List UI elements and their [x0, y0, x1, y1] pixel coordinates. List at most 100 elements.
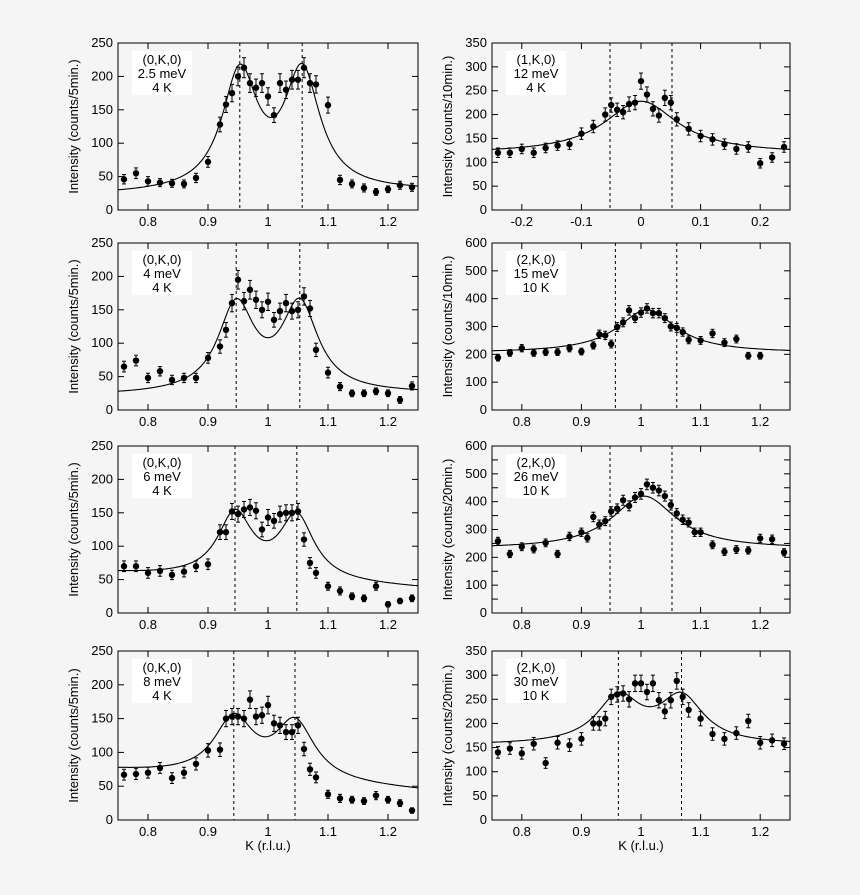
data-point	[709, 330, 716, 337]
y-axis-label: Intensity (counts/10min.)	[440, 56, 455, 198]
data-point	[234, 510, 242, 518]
data-point	[384, 796, 392, 803]
y-tick-label: 100	[465, 374, 487, 389]
annotation-box	[506, 51, 566, 95]
data-point	[300, 745, 308, 753]
data-point	[625, 502, 633, 510]
data-point	[144, 569, 152, 577]
data-point	[246, 286, 254, 293]
y-tick-label: 150	[465, 740, 487, 755]
data-point	[542, 539, 549, 547]
data-point	[216, 343, 224, 350]
data-point	[643, 91, 651, 98]
y-tick-label: 250	[91, 35, 113, 50]
data-point	[234, 73, 242, 80]
x-tick-label: 0.9	[199, 824, 217, 839]
data-point	[721, 548, 728, 555]
data-point	[631, 99, 639, 106]
data-point	[348, 180, 356, 188]
y-tick-label: 250	[91, 235, 113, 250]
data-point	[144, 178, 152, 185]
data-point	[264, 93, 272, 100]
data-point	[780, 740, 788, 747]
data-point	[408, 807, 416, 814]
annotation-line: (0,K,0)	[142, 455, 181, 470]
y-tick-label: 200	[465, 346, 487, 361]
data-point	[494, 749, 502, 756]
x-tick-label: 0.8	[139, 214, 157, 229]
y-tick-label: 200	[465, 107, 487, 122]
data-point	[745, 717, 752, 725]
x-tick-label: 0.9	[199, 617, 217, 632]
fit-curve	[117, 297, 419, 392]
annotation-line: (2,K,0)	[516, 455, 555, 470]
data-point	[276, 79, 284, 87]
fit-curve	[491, 691, 791, 743]
data-point	[192, 563, 200, 570]
data-point	[578, 130, 585, 137]
y-tick-label: 600	[465, 438, 487, 453]
x-tick-label: 0	[637, 214, 644, 229]
data-point	[360, 797, 368, 805]
x-tick-label: 0.9	[199, 414, 217, 429]
data-point	[596, 331, 603, 338]
data-point	[661, 94, 669, 102]
y-tick-label: 50	[99, 369, 113, 384]
annotation-box	[132, 251, 192, 295]
data-point	[306, 766, 314, 773]
data-point	[156, 567, 164, 575]
data-point	[613, 691, 621, 698]
data-point	[228, 299, 236, 307]
x-tick-label: 1.2	[751, 824, 769, 839]
x-tick-label: 1.2	[379, 214, 397, 229]
data-point	[246, 504, 254, 511]
data-point	[294, 306, 302, 313]
data-point	[566, 345, 573, 352]
data-point	[631, 494, 639, 501]
data-point	[258, 526, 266, 533]
y-tick-label: 200	[465, 549, 487, 564]
x-axis-label: K (r.l.u.)	[618, 838, 664, 853]
y-tick-label: 200	[465, 715, 487, 730]
data-point	[530, 349, 537, 357]
x-tick-label: 1.2	[751, 414, 769, 429]
data-point	[733, 546, 740, 553]
data-point	[566, 533, 573, 540]
data-point	[757, 739, 764, 746]
data-point	[530, 545, 537, 553]
data-point	[372, 792, 380, 799]
x-tick-label: 1	[637, 414, 644, 429]
annotation-line: 4 K	[152, 688, 172, 703]
data-point	[288, 76, 296, 83]
data-point	[685, 706, 692, 714]
data-point	[276, 510, 284, 518]
data-point	[168, 376, 176, 384]
data-point	[348, 796, 356, 803]
x-tick-label: 1	[264, 824, 271, 839]
data-point	[554, 348, 561, 356]
data-point	[282, 299, 290, 307]
x-tick-label: 0.8	[513, 414, 531, 429]
data-point	[667, 501, 674, 509]
annotation-line: (1,K,0)	[516, 52, 555, 67]
data-point	[384, 186, 392, 193]
data-point	[228, 508, 236, 515]
annotation-box	[132, 454, 192, 498]
data-point	[294, 722, 302, 729]
data-point	[619, 108, 627, 116]
data-point	[240, 506, 248, 513]
data-point	[324, 369, 332, 376]
y-tick-label: 200	[91, 471, 113, 486]
data-point	[619, 690, 627, 697]
annotation-line: 30 meV	[514, 674, 559, 689]
data-point	[228, 713, 236, 720]
data-point	[252, 713, 260, 720]
data-point	[584, 534, 591, 542]
annotation-line: 4 K	[526, 80, 546, 95]
data-point	[336, 587, 344, 595]
data-point	[733, 729, 740, 737]
data-point	[312, 81, 320, 88]
data-point	[396, 182, 404, 189]
x-tick-label: -0.2	[511, 214, 533, 229]
